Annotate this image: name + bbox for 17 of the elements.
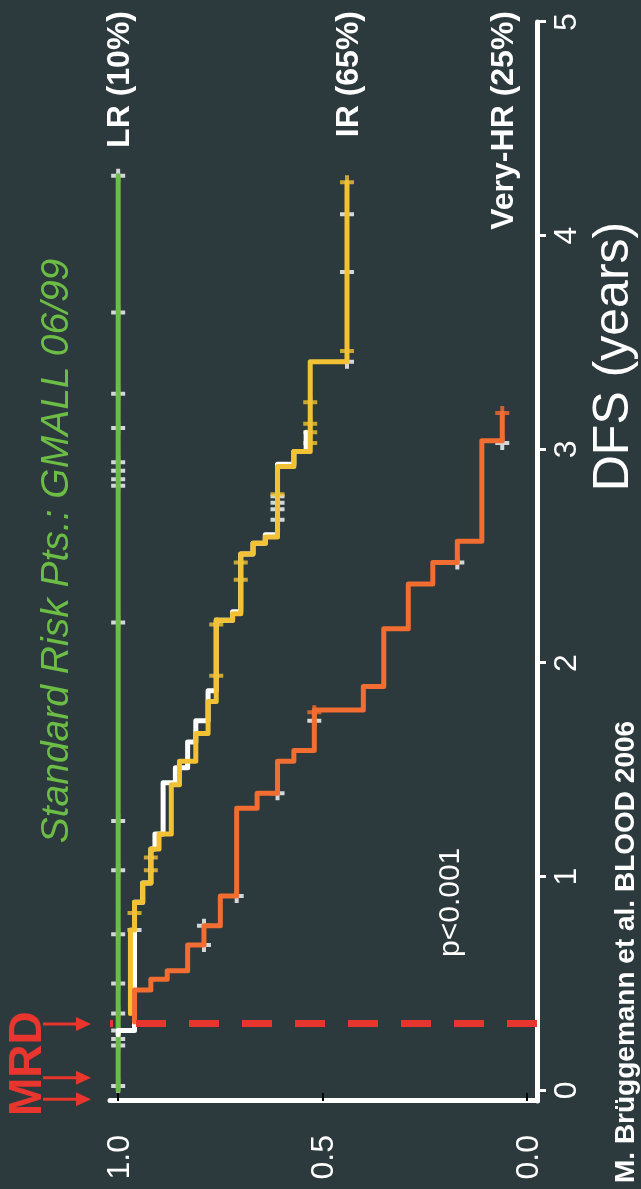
y-tick-label: 1: [547, 867, 583, 886]
text: LR (10%): [100, 11, 137, 148]
x-tick-label: 0.0: [508, 1135, 545, 1180]
annotation: p<0.001: [431, 847, 465, 957]
y-axis-title: DFS (years): [582, 221, 639, 492]
x-tick-label: 0.5: [304, 1135, 341, 1180]
text: M. Brüggemann et al. BLOOD 2006: [608, 720, 640, 1183]
y-tick-label: 4: [547, 226, 583, 245]
y-tick-label: 5: [547, 13, 583, 31]
text: Standard Risk Pts.: GMALL 06/99: [33, 258, 76, 844]
y-tick-label: 3: [547, 440, 583, 459]
y-tick-label: 0: [547, 1081, 583, 1100]
x-tick-label: 1.0: [100, 1135, 137, 1180]
text: IR (65%): [329, 11, 365, 138]
y-tick-label: 2: [547, 654, 583, 672]
text: MRD: [0, 1011, 51, 1116]
text: Very-HR (25%): [484, 11, 521, 230]
